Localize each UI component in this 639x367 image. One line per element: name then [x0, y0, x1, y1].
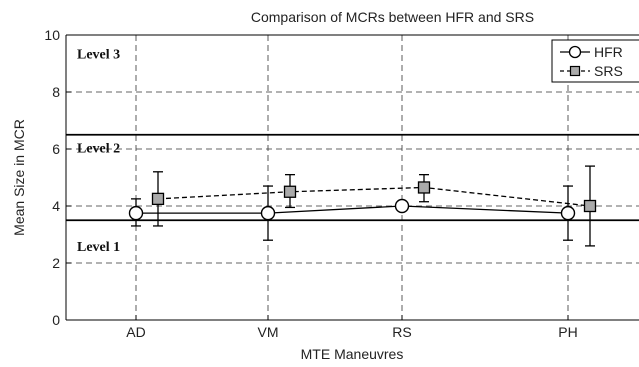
y-tick-label: 8	[52, 84, 60, 100]
data-point-hfr	[562, 207, 575, 220]
x-axis-label: MTE Maneuvres	[301, 346, 404, 362]
legend-marker-circle	[570, 47, 581, 58]
chart-title: Comparison of MCRs between HFR and SRS	[251, 9, 534, 25]
x-tick-label: PH	[558, 324, 577, 340]
data-point-srs	[585, 201, 596, 212]
data-point-hfr	[396, 200, 409, 213]
region-label: Level 1	[77, 240, 120, 255]
data-point-srs	[419, 182, 430, 193]
y-tick-label: 0	[52, 312, 60, 328]
legend-marker-square	[571, 67, 580, 76]
x-tick-label: VM	[258, 324, 279, 340]
y-axis-label: Mean Size in MCR	[11, 119, 27, 236]
region-label: Level 2	[77, 142, 120, 157]
legend-label: SRS	[594, 63, 623, 79]
y-tick-label: 10	[44, 27, 60, 43]
y-tick-label: 4	[52, 198, 60, 214]
y-tick-label: 6	[52, 141, 60, 157]
x-tick-label: AD	[126, 324, 145, 340]
region-label: Level 3	[77, 48, 120, 63]
data-point-hfr	[262, 207, 275, 220]
legend: HFR SRS	[552, 40, 639, 82]
y-tick-label: 2	[52, 255, 60, 271]
data-point-hfr	[130, 207, 143, 220]
x-tick-label: RS	[392, 324, 411, 340]
data-point-srs	[153, 193, 164, 204]
data-point-srs	[285, 186, 296, 197]
legend-label: HFR	[594, 44, 623, 60]
